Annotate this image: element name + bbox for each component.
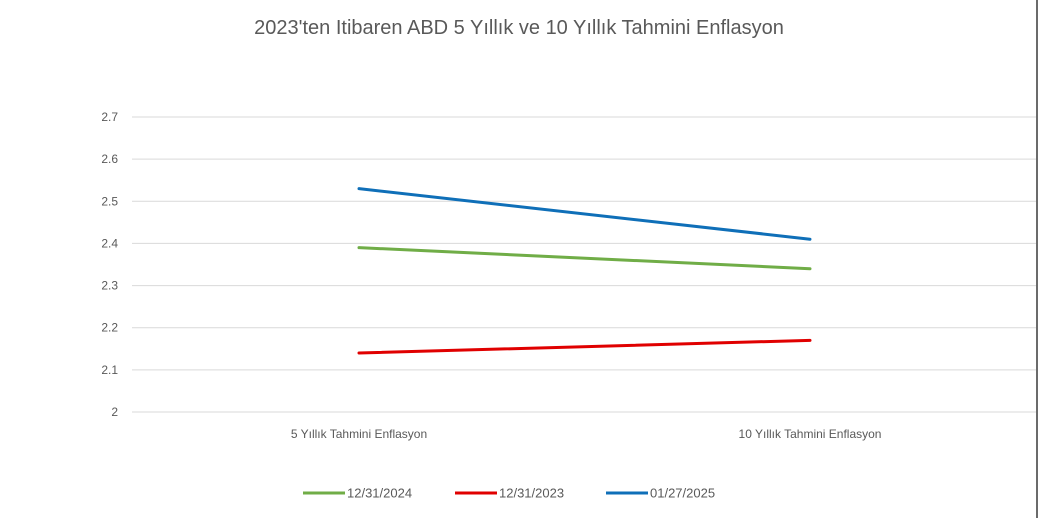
y-tick-label: 2 <box>111 405 118 419</box>
x-category-label: 10 Yıllık Tahmini Enflasyon <box>739 427 882 441</box>
y-tick-label: 2.2 <box>101 321 118 335</box>
y-tick-label: 2.6 <box>101 152 118 166</box>
gridlines <box>132 116 1036 413</box>
y-tick-label: 2.7 <box>101 110 118 124</box>
chart-title: 2023'ten Itibaren ABD 5 Yıllık ve 10 Yıl… <box>254 17 784 39</box>
series-lines <box>357 187 812 355</box>
legend-label: 12/31/2023 <box>499 486 564 501</box>
y-axis-tick-labels: 2 2.1 2.2 2.3 2.4 2.5 2.6 2.7 <box>101 110 118 419</box>
x-axis-category-labels: 5 Yıllık Tahmini Enflasyon 10 Yıllık Tahm… <box>291 427 882 441</box>
legend-label: 01/27/2025 <box>650 486 715 501</box>
series-line-1 <box>357 338 812 355</box>
series-line-0 <box>357 246 812 271</box>
y-tick-label: 2.1 <box>101 363 118 377</box>
y-tick-label: 2.4 <box>101 236 118 250</box>
y-tick-label: 2.3 <box>101 279 118 293</box>
legend-label: 12/31/2024 <box>347 486 412 501</box>
x-category-label: 5 Yıllık Tahmini Enflasyon <box>291 427 427 441</box>
series-line-2 <box>357 187 812 241</box>
legend: 12/31/2024 12/31/2023 01/27/2025 <box>303 486 715 501</box>
y-tick-label: 2.5 <box>101 194 118 208</box>
